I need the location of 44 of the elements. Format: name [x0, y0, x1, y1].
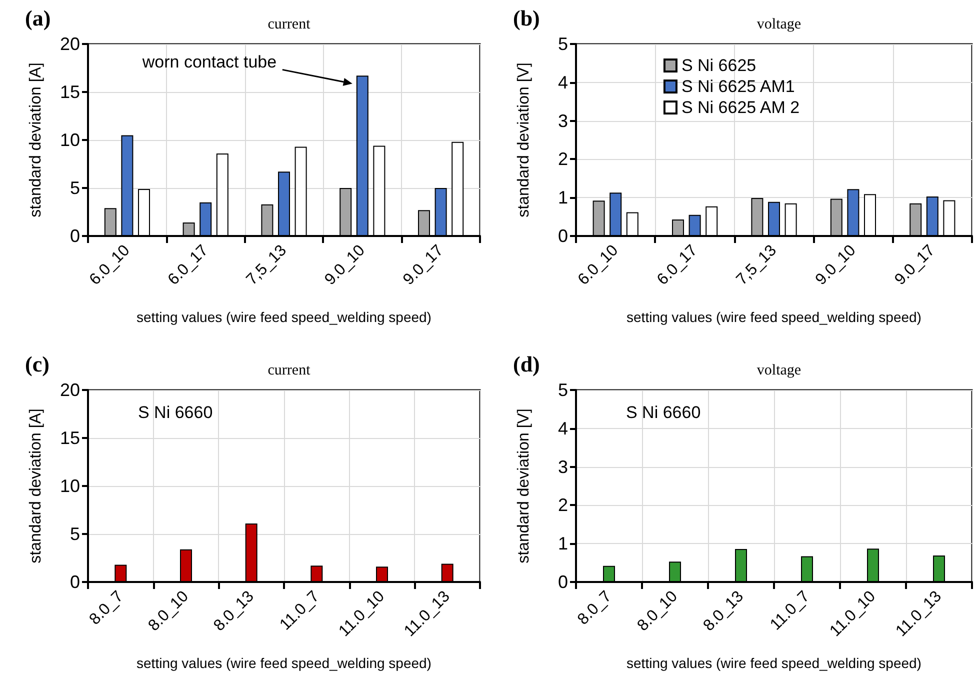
- y-axis-title: standard deviation [A]: [28, 408, 44, 564]
- y-tick-label: 3: [558, 110, 568, 131]
- x-axis-title: setting values (wire feed speed_welding speed): [136, 655, 432, 671]
- annotation: S Ni 6660: [138, 403, 213, 422]
- chart-title: (a): [25, 6, 51, 30]
- chart-subtitle: voltage: [756, 362, 802, 378]
- x-axis-title: setting values (wire feed speed_welding speed): [626, 309, 922, 325]
- y-tick-label: 4: [558, 418, 568, 438]
- chart-title: (d): [513, 352, 540, 376]
- y-tick-label: 3: [558, 456, 568, 477]
- y-tick-label: 0: [558, 226, 568, 246]
- chart-title: (c): [25, 352, 50, 376]
- chart-title: (b): [513, 6, 540, 30]
- y-tick-label: 15: [60, 428, 80, 448]
- annotation: worn contact tube: [141, 52, 277, 72]
- y-tick-label: 20: [60, 380, 80, 400]
- y-tick-label: 5: [558, 34, 568, 54]
- y-tick-label: 0: [70, 572, 80, 592]
- y-tick-label: 2: [558, 495, 568, 516]
- x-axis-title: setting values (wire feed speed_welding speed): [136, 309, 432, 325]
- y-axis-title: standard deviation [V]: [516, 62, 532, 218]
- y-tick-label: 4: [558, 72, 568, 92]
- y-axis-title: standard deviation [V]: [516, 408, 532, 564]
- legend-label: S Ni 6625 AM 2: [681, 98, 800, 117]
- chart-subtitle: current: [268, 362, 312, 378]
- y-tick-label: 5: [70, 524, 80, 544]
- y-tick-label: 15: [60, 82, 80, 102]
- y-tick-label: 10: [60, 476, 80, 496]
- y-tick-label: 0: [70, 226, 80, 246]
- y-tick-label: 5: [70, 178, 80, 198]
- y-tick-label: 0: [558, 572, 568, 592]
- y-tick-label: 10: [60, 130, 80, 150]
- chart-subtitle: voltage: [756, 16, 802, 32]
- y-tick-label: 5: [558, 380, 568, 400]
- y-tick-label: 20: [60, 34, 80, 54]
- y-tick-label: 2: [558, 149, 568, 170]
- y-axis-title: standard deviation [A]: [28, 62, 44, 218]
- x-axis-title: setting values (wire feed speed_welding speed): [626, 655, 922, 671]
- y-tick-label: 1: [558, 188, 568, 208]
- legend-label: S Ni 6625 AM1: [681, 77, 795, 96]
- chart-subtitle: current: [268, 16, 312, 32]
- annotation: S Ni 6660: [626, 403, 701, 422]
- legend-label: S Ni 6625: [681, 56, 756, 75]
- y-tick-label: 1: [558, 534, 568, 554]
